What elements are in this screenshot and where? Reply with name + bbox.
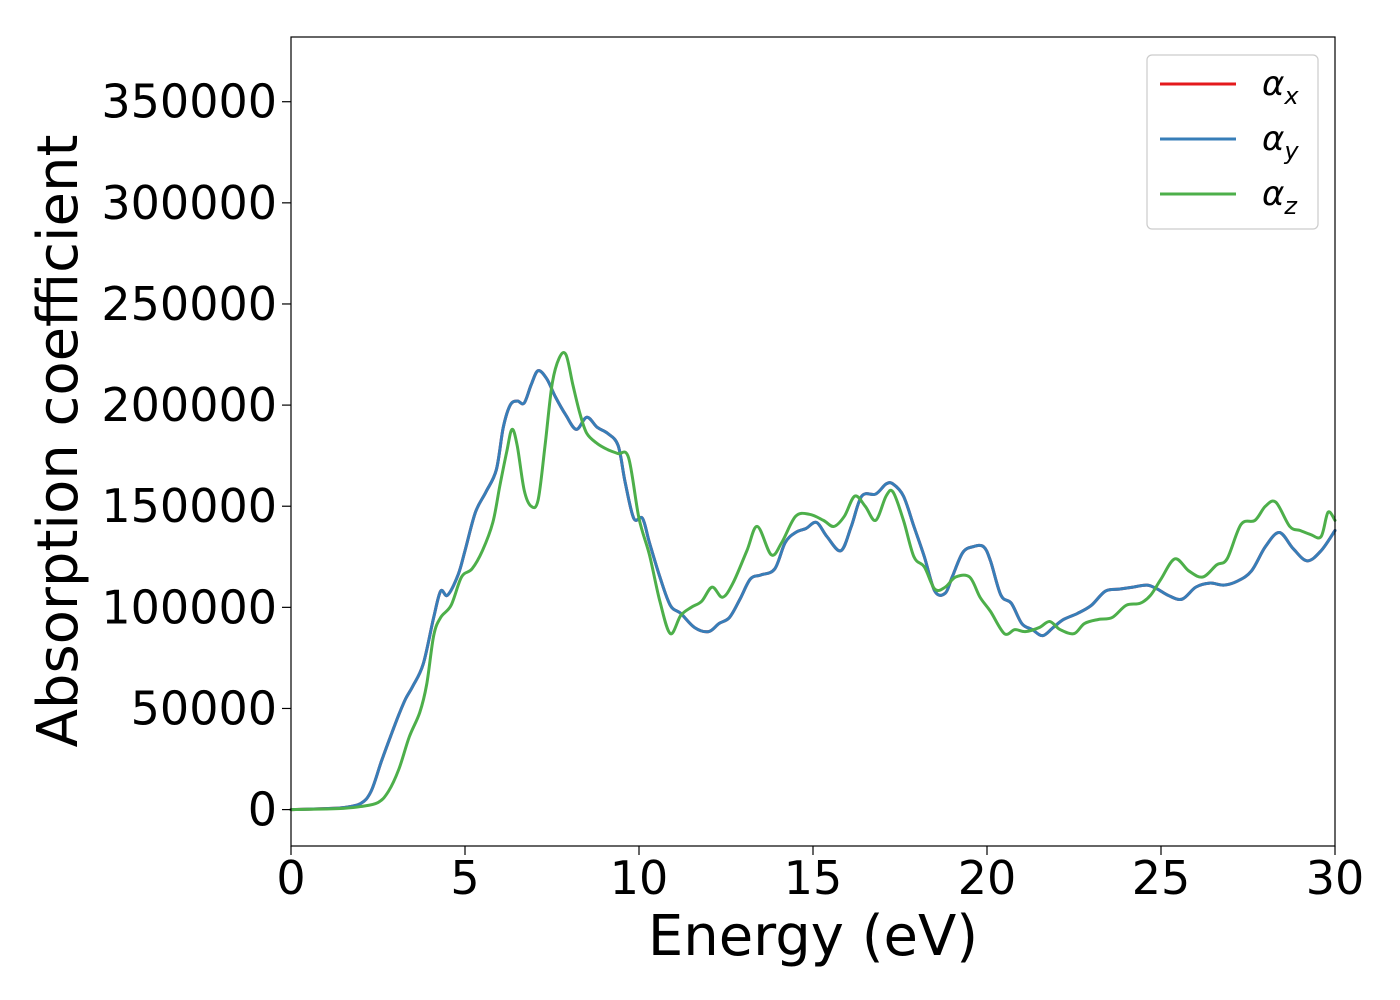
x-tick-label: 25 [1132, 851, 1191, 905]
x-tick-label: 20 [958, 851, 1017, 905]
y-axis-title: Absorption coefficient [26, 135, 91, 748]
x-axis: 0 5 10 15 20 25 30 [276, 846, 1364, 905]
y-tick-label: 200000 [101, 378, 277, 432]
y-tick-label: 250000 [101, 277, 277, 331]
x-tick-label: 30 [1306, 851, 1365, 905]
y-tick-label: 50000 [131, 681, 277, 735]
y-tick-label: 0 [248, 783, 277, 837]
x-tick-label: 0 [276, 851, 305, 905]
y-tick-label: 350000 [101, 75, 277, 129]
x-tick-label: 10 [610, 851, 669, 905]
series-line-alpha-z [289, 351, 1337, 812]
y-tick-label: 150000 [101, 479, 277, 533]
x-tick-label: 15 [784, 851, 843, 905]
series-line-alpha-y [289, 369, 1337, 812]
legend-label-alpha-z: αz [1262, 174, 1298, 220]
series-layer [289, 351, 1337, 812]
x-tick-label: 5 [450, 851, 479, 905]
x-axis-title: Energy (eV) [648, 904, 978, 969]
y-tick-label: 300000 [101, 176, 277, 230]
y-axis: 0 50000 100000 150000 200000 250000 300000 3500… [101, 75, 291, 837]
legend-frame [1146, 54, 1319, 230]
y-tick-label: 100000 [101, 580, 277, 634]
